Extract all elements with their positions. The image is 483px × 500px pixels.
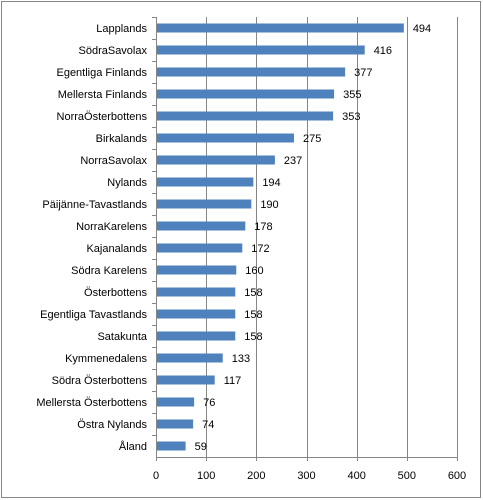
category-label: NorraÖsterbottens [57, 111, 148, 123]
category-label: Åland [119, 440, 147, 453]
value-label: 416 [374, 45, 392, 57]
x-tick-label: 500 [398, 470, 416, 482]
category-label: Mellersta Finlands [58, 89, 148, 101]
category-label: SödraSavolax [79, 45, 148, 57]
bar [157, 221, 246, 231]
value-label: 133 [232, 353, 250, 365]
category-label: NorraKarelens [76, 221, 147, 233]
labels: 0 100 200 300 400 500 600 Lapplands 494 SödraSavo… [36, 23, 466, 482]
bar [157, 287, 236, 297]
bar [157, 309, 236, 319]
x-tick-label: 300 [297, 470, 315, 482]
category-label: Södra Österbottens [52, 375, 148, 387]
category-label: Nylands [107, 177, 147, 189]
category-label: Kajanalands [86, 243, 147, 255]
value-label: 275 [303, 133, 321, 145]
bar [157, 177, 254, 187]
value-label: 190 [260, 199, 278, 211]
value-label: 59 [195, 441, 207, 453]
category-label: Östra Nylands [77, 419, 147, 431]
value-label: 158 [244, 309, 262, 321]
category-label: Birkalands [96, 133, 148, 145]
bar [157, 199, 252, 209]
bar [157, 243, 243, 253]
value-label: 178 [254, 221, 272, 233]
bar [157, 441, 186, 451]
bar [157, 23, 404, 33]
bar [157, 111, 334, 121]
value-label: 158 [244, 331, 262, 343]
bar [157, 45, 365, 55]
x-tick-label: 200 [247, 470, 265, 482]
bar [157, 89, 335, 99]
category-label: Päijänne-Tavastlands [42, 199, 147, 211]
category-label: Mellersta Österbottens [36, 397, 147, 409]
category-label: Södra Karelens [71, 265, 147, 277]
value-label: 117 [224, 375, 242, 387]
value-label: 74 [202, 419, 214, 431]
category-label: Lapplands [96, 23, 147, 35]
x-tick-label: 400 [347, 470, 365, 482]
category-label: Egentliga Finlands [56, 67, 147, 79]
bar [157, 133, 294, 143]
bar [157, 375, 215, 385]
value-label: 172 [251, 243, 269, 255]
bar [157, 353, 223, 363]
bar [157, 419, 194, 429]
bar [157, 397, 195, 407]
bars [157, 23, 404, 451]
gridlines [206, 17, 458, 457]
category-label: NorraSavolax [80, 155, 147, 167]
value-label: 194 [262, 177, 280, 189]
value-label: 76 [203, 397, 215, 409]
axes [152, 17, 458, 461]
category-label: Satakunta [97, 331, 147, 343]
category-label: Egentliga Tavastlands [40, 309, 147, 321]
value-label: 355 [343, 89, 361, 101]
x-tick-label: 100 [197, 470, 215, 482]
value-label: 237 [284, 155, 302, 167]
bar [157, 265, 237, 275]
value-label: 494 [413, 23, 431, 35]
category-label: Österbottens [84, 287, 147, 299]
bar [157, 331, 236, 341]
value-label: 158 [244, 287, 262, 299]
x-tick-label: 600 [448, 470, 466, 482]
value-label: 160 [245, 265, 263, 277]
bar [157, 67, 346, 77]
value-label: 353 [342, 111, 360, 123]
category-label: Kymmenedalens [65, 353, 147, 365]
bar [157, 155, 275, 165]
value-label: 377 [354, 67, 372, 79]
x-tick-label: 0 [153, 470, 159, 482]
